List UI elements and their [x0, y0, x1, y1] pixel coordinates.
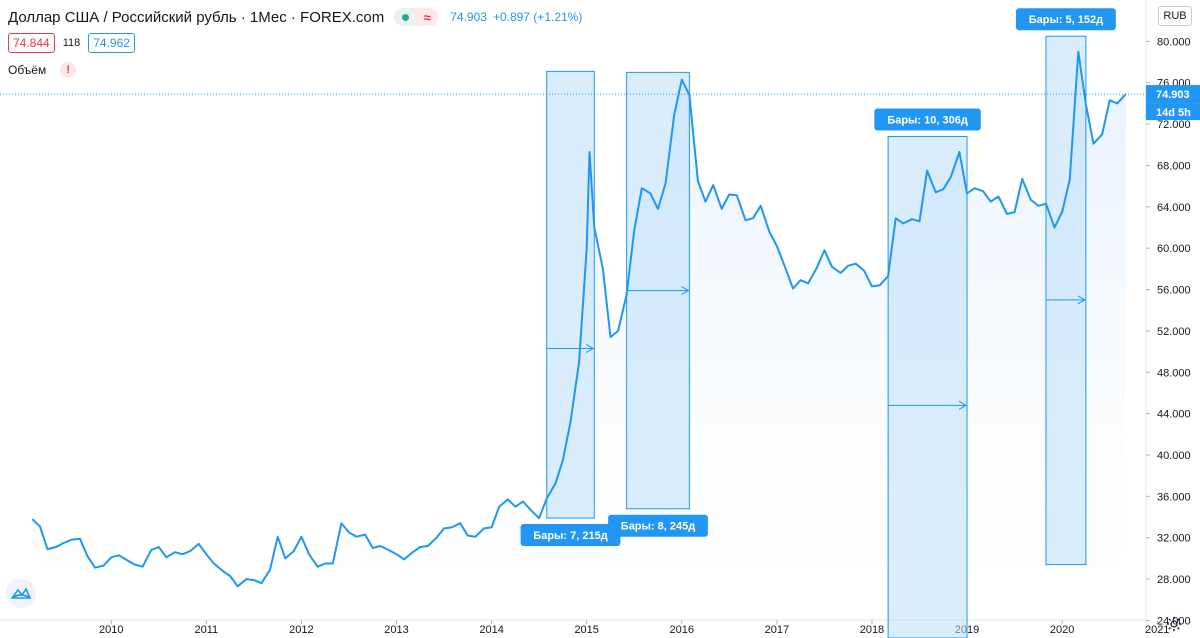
price-area	[32, 51, 1126, 620]
x-tick-label: 2014	[479, 624, 503, 636]
date-range-box	[887, 135, 968, 638]
data-delay-icon: ≈	[416, 8, 439, 26]
range-arrow-head	[586, 344, 595, 353]
y-tick-label: 44.000	[1157, 409, 1191, 421]
countdown-tag: 14d 5h	[1156, 107, 1191, 119]
price-change: +0.897 (+1.21%)	[492, 10, 583, 24]
range-label: Бары: 5, 152д	[1029, 14, 1103, 26]
range-label-bg	[1016, 8, 1116, 31]
x-tick-label: 2015	[574, 624, 598, 636]
x-tick-label: 2011	[195, 624, 219, 636]
last-price-tag: 74.903	[1156, 89, 1190, 101]
y-tick-label: 28.000	[1157, 574, 1191, 586]
x-tick-label: 2020	[1050, 624, 1074, 636]
countdown-tag-bg	[1146, 103, 1200, 121]
ask-price[interactable]: 74.962	[88, 33, 135, 53]
warning-icon[interactable]: !	[60, 62, 77, 78]
range-arrow-head	[958, 400, 968, 410]
x-tick-label: 2021	[1145, 624, 1169, 636]
y-tick-label: 80.000	[1157, 36, 1191, 48]
y-tick-label: 56.000	[1157, 285, 1191, 297]
market-status[interactable]: ≈	[394, 8, 439, 26]
range-label-bg	[608, 514, 708, 537]
date-range-box	[546, 70, 595, 519]
last-price-tag-bg	[1146, 85, 1200, 104]
bid-price[interactable]: 74.844	[8, 33, 55, 53]
market-open-icon	[394, 8, 417, 26]
range-arrow-head	[1077, 295, 1086, 305]
range-label: Бары: 8, 245д	[621, 521, 695, 533]
volume-label[interactable]: Объём	[8, 63, 47, 77]
chart-header: Доллар США / Российский рубль · 1Мес · F…	[8, 6, 582, 28]
y-tick-label: 36.000	[1157, 491, 1191, 503]
gear-icon[interactable]	[1163, 614, 1185, 634]
date-range-box	[1045, 35, 1087, 566]
y-tick-label: 72.000	[1157, 119, 1191, 131]
x-tick-label: 2018	[860, 624, 884, 636]
tradingview-logo-icon[interactable]	[6, 578, 36, 608]
x-tick-label: 2010	[99, 624, 123, 636]
x-tick-label: 2016	[670, 624, 694, 636]
volume-row: Объём !	[8, 62, 77, 78]
x-tick-label: 2012	[289, 624, 313, 636]
price-line	[31, 50, 1127, 588]
bid-ask-row: 74.844 118 74.962	[8, 33, 135, 53]
spread-value: 118	[62, 37, 81, 49]
range-label-bg	[874, 108, 981, 131]
y-tick-label: 32.000	[1157, 533, 1191, 545]
y-tick-label: 52.000	[1157, 326, 1191, 338]
y-tick-label: 40.000	[1157, 450, 1191, 462]
range-label: Бары: 7, 215д	[533, 530, 607, 542]
y-tick-label: 60.000	[1157, 243, 1191, 255]
x-tick-label: 2017	[765, 624, 789, 636]
range-arrow-head	[681, 286, 690, 295]
range-label: Бары: 10, 306д	[887, 114, 968, 126]
y-tick-label: 48.000	[1157, 367, 1191, 379]
y-tick-label: 64.000	[1157, 202, 1191, 214]
symbol-title[interactable]: Доллар США / Российский рубль · 1Мес · F…	[8, 8, 385, 26]
last-price: 74.903	[450, 10, 487, 24]
x-tick-label: 2013	[384, 624, 408, 636]
currency-button[interactable]: RUB	[1158, 6, 1192, 26]
range-label-bg	[520, 524, 621, 547]
y-tick-label: 68.000	[1157, 160, 1191, 172]
